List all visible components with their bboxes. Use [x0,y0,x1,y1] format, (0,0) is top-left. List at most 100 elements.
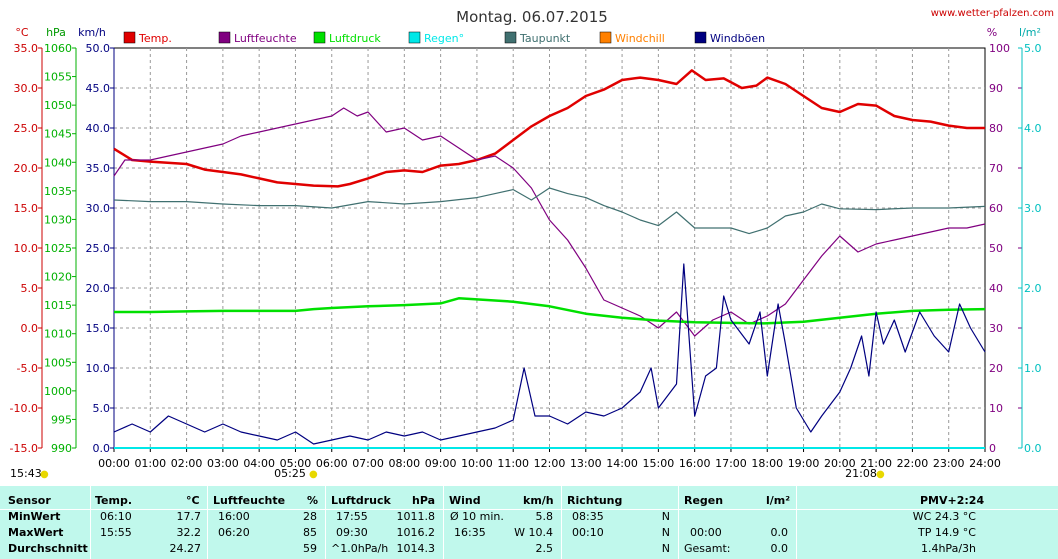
axis-tick-label: 20.0 [14,162,39,175]
legend-swatch [408,31,421,44]
stats-table: Sensor Temp. °C Luftfeuchte % Luftdruck … [0,486,1058,559]
axis-tick-label: 1015 [44,299,72,312]
axis-tick-label: 5.0 [21,282,39,295]
axis-tick-label: 30.0 [86,202,111,215]
axis-tick-label: 25.0 [14,122,39,135]
axis-tick-label: 10.0 [86,362,111,375]
series-line [114,297,986,325]
axis-tick-label: 70 [989,162,1003,175]
weather-chart: Montag. 06.07.2015 www.wetter-pfalzen.co… [10,8,1054,480]
sunrise-label: 05:25 [274,467,306,480]
stats-header-hum: Luftfeuchte [213,494,286,507]
wind-unit-label: km/h [78,26,106,39]
series-line [113,69,985,188]
time-tick-label: 21:00 [860,457,892,470]
axis-tick-label: 15.0 [86,322,111,335]
rain-axis: 5.0 4.0 3.0 2.0 1.0 0.0 [1018,42,1042,455]
stats-extra: WC 24.3 °C [912,510,976,523]
axis-tick-label: 50.0 [86,42,111,55]
left-time-sun-icon: ● [40,469,49,480]
stats-header-temp: Temp. [95,494,133,507]
stats-press-trend: ^1.0hPa/h [331,542,389,555]
left-time-label: 15:43 [10,467,42,480]
axis-tick-label: 50 [989,242,1003,255]
axis-tick-label: -5.0 [17,362,38,375]
wind-axis: 50.0 45.0 40.0 35.0 30.0 25.0 20.0 15.0 10.0 5.0 0… [86,42,115,455]
axis-tick-label: 1020 [44,271,72,284]
legend-swatch [218,31,231,44]
sunrise-sun-icon: ● [309,469,318,480]
axis-tick-label: 30 [989,322,1003,335]
time-tick-label: 11:00 [497,457,529,470]
stats-row-label: MaxWert [8,526,64,539]
stats-dir-value: N [661,510,670,523]
stats-header-wind-unit: km/h [523,494,554,507]
axis-tick-label: 40 [989,282,1003,295]
axis-tick-label: 20.0 [86,282,111,295]
time-tick-label: 15:00 [643,457,675,470]
stats-wind-value: 2.5 [535,542,554,555]
axis-tick-label: 0 [989,442,996,455]
axis-tick-label: 2.0 [1024,282,1042,295]
time-tick-label: 07:00 [352,457,384,470]
stats-dir-value: N [661,526,670,539]
stats-press-value: 1011.8 [396,510,436,523]
axis-tick-label: 60 [989,202,1003,215]
stats-rain-total-label: Gesamt: [684,542,731,555]
legend-label: Windböen [710,32,765,45]
series-line [113,263,986,445]
time-tick-label: 19:00 [788,457,820,470]
press-unit-label: hPa [46,26,66,39]
axis-tick-label: 35.0 [86,162,111,175]
site-url[interactable]: www.wetter-pfalzen.com [931,8,1054,19]
stats-hum-value: 28 [303,510,317,523]
stats-temp-time: 06:10 [100,510,132,523]
legend-label: Luftdruck [329,32,381,45]
axis-tick-label: 1060 [44,42,72,55]
axis-tick-label: 30.0 [14,82,39,95]
time-tick-label: 01:00 [134,457,166,470]
stats-rain-value: 0.0 [770,542,789,555]
legend-swatch [123,31,136,44]
axis-tick-label: 10.0 [14,242,39,255]
legend-label: Taupunkt [519,32,571,45]
stats-press-time: 17:55 [336,510,368,523]
legend: Temp. Luftfeuchte Luftdruck Regen° Taupunkt W… [123,31,765,45]
stats-press-value: 1016.2 [396,526,436,539]
axis-tick-label: 15.0 [14,202,39,215]
stats-header-dir: Richtung [567,494,623,507]
stats-temp-time: 15:55 [100,526,132,539]
axis-tick-label: 90 [989,82,1003,95]
axis-tick-label: 5.0 [93,402,111,415]
axis-tick-label: 3.0 [1024,202,1042,215]
time-tick-label: 13:00 [570,457,602,470]
stats-extra: TP 14.9 °C [917,526,976,539]
axis-tick-label: 1045 [44,128,72,141]
legend-label: Temp. [138,32,172,45]
axis-tick-label: 35.0 [14,42,39,55]
stats-header-press: Luftdruck [331,494,391,507]
stats-hum-time: 06:20 [218,526,250,539]
axis-tick-label: 25.0 [86,242,111,255]
legend-label: Windchill [615,32,665,45]
axis-tick-label: 1050 [44,99,72,112]
axis-tick-label: 990 [51,442,72,455]
legend-label: Luftfeuchte [234,32,297,45]
axis-tick-label: -10.0 [10,402,38,415]
axis-tick-label: 1.0 [1024,362,1042,375]
stats-hum-value: 59 [303,542,317,555]
axis-tick-label: 0.0 [21,322,39,335]
time-tick-label: 08:00 [388,457,420,470]
time-tick-label: 14:00 [606,457,638,470]
axis-tick-label: 1035 [44,185,72,198]
series-lines [113,69,986,449]
stats-wind-value: 5.8 [535,510,554,523]
stats-dir-time: 00:10 [572,526,604,539]
stats-hum-time: 16:00 [218,510,250,523]
stats-header-temp-unit: °C [186,494,200,507]
series-line [113,187,986,235]
stats-rain-value: 0.0 [770,526,789,539]
stats-header-sensor: Sensor [8,494,51,507]
press-axis: 1060 1055 1050 1045 1040 1035 1030 1025 1020 1015… [44,42,77,455]
stats-press-time: 09:30 [336,526,368,539]
